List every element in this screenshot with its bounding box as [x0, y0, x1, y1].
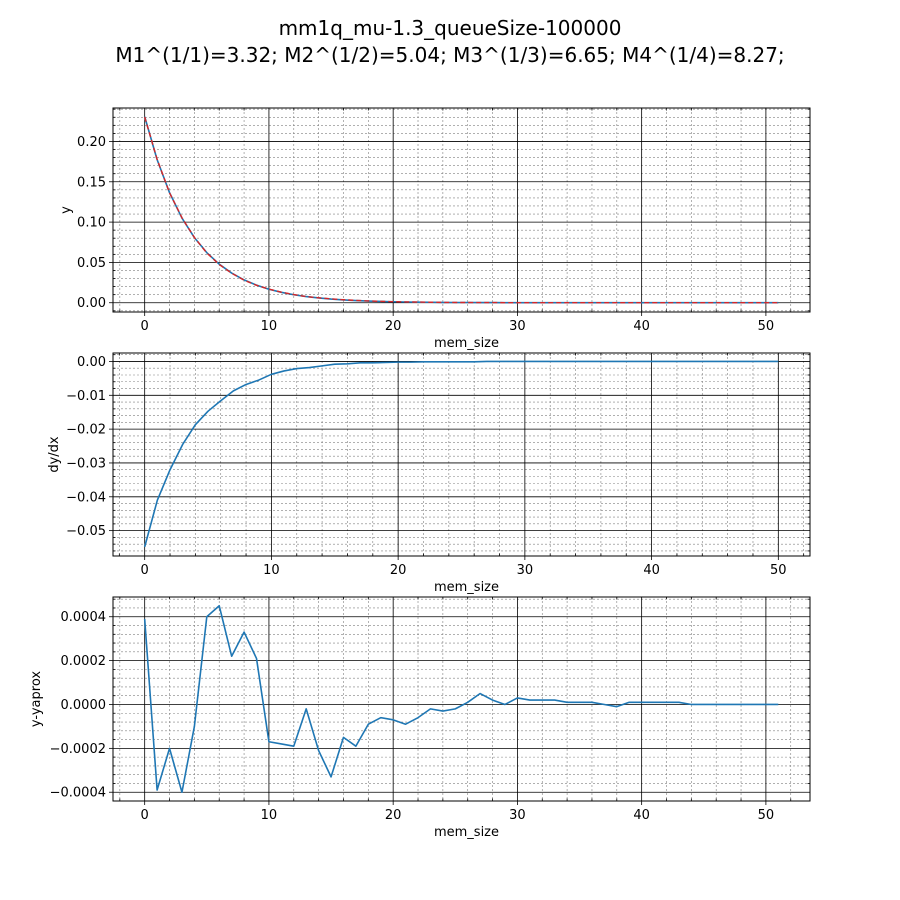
x-tick-label: 0	[141, 808, 149, 823]
grid	[113, 597, 810, 801]
y-tick-label: 0.0002	[61, 654, 107, 669]
x-tick-label: 0	[141, 563, 149, 578]
x-tick-label: 10	[261, 808, 278, 823]
y-tick-label: 0.00	[77, 296, 106, 311]
series-line	[143, 604, 779, 794]
x-tick-label: 20	[390, 563, 407, 578]
x-axis-label: mem_size	[434, 825, 499, 840]
y-tick-label: −0.03	[66, 456, 106, 471]
x-axis-label: mem_size	[434, 580, 499, 595]
figure-title-line-1: mm1q_mu-1.3_queueSize-100000	[278, 16, 622, 40]
chart-2: 0 10 20 30 40 50 −0.05 −0.04 −0.03 −0.02 −0.01 0.00…	[47, 352, 811, 595]
series-line	[143, 360, 779, 548]
chart-3: 0 10 20 30 40 50 −0.0004 −0.0002 0.0000 0.0002 0.0…	[29, 596, 811, 840]
y-tick-label: −0.0002	[50, 742, 106, 757]
y-tick-label: 0.0000	[61, 698, 107, 713]
x-tick-label: 10	[261, 319, 278, 334]
x-tick-label: 50	[758, 808, 775, 823]
series-group	[143, 604, 779, 794]
axes-frame	[112, 107, 811, 313]
y-tick-label: 0.20	[77, 135, 106, 150]
x-tick-label: 10	[263, 563, 280, 578]
grid	[113, 108, 810, 312]
series-line	[143, 116, 779, 304]
y-tick-label: −0.04	[66, 490, 106, 505]
x-tick-label: 20	[385, 808, 402, 823]
y-tick-label: 0.05	[77, 256, 106, 271]
y-tick-label: −0.02	[66, 423, 106, 438]
y-axis-label: y-yaprox	[29, 671, 44, 727]
series-group	[143, 360, 779, 548]
x-axis-label: mem_size	[434, 336, 499, 351]
x-tick-label: 50	[758, 319, 775, 334]
y-tick-label: −0.01	[66, 389, 106, 404]
x-tick-label: 40	[633, 808, 650, 823]
series-group	[143, 116, 779, 304]
x-tick-label: 20	[385, 319, 402, 334]
y-tick-label: 0.10	[77, 216, 106, 231]
x-tick-label: 40	[633, 319, 650, 334]
figure-title-line-2: M1^(1/1)=3.32; M2^(1/2)=5.04; M3^(1/3)=6…	[115, 43, 785, 67]
axes-frame	[112, 352, 811, 557]
y-tick-label: 0.00	[77, 355, 106, 370]
y-tick-label: −0.05	[66, 524, 106, 539]
axes-frame	[112, 596, 811, 802]
chart-1: 0 10 20 30 40 50 0.00 0.05 0.10 0.15 0.20 mem_size y	[59, 107, 811, 351]
approx-line	[144, 116, 779, 304]
y-axis-label: dy/dx	[47, 436, 62, 473]
grid	[113, 353, 810, 556]
x-tick-label: 0	[141, 319, 149, 334]
x-tick-label: 50	[770, 563, 787, 578]
x-tick-label: 30	[517, 563, 534, 578]
x-tick-label: 30	[509, 808, 526, 823]
y-axis-label: y	[59, 206, 74, 214]
x-tick-label: 40	[643, 563, 660, 578]
x-tick-label: 30	[509, 319, 526, 334]
y-tick-label: 0.15	[77, 175, 106, 190]
y-tick-label: 0.0004	[61, 610, 107, 625]
y-tick-label: −0.0004	[50, 786, 106, 801]
